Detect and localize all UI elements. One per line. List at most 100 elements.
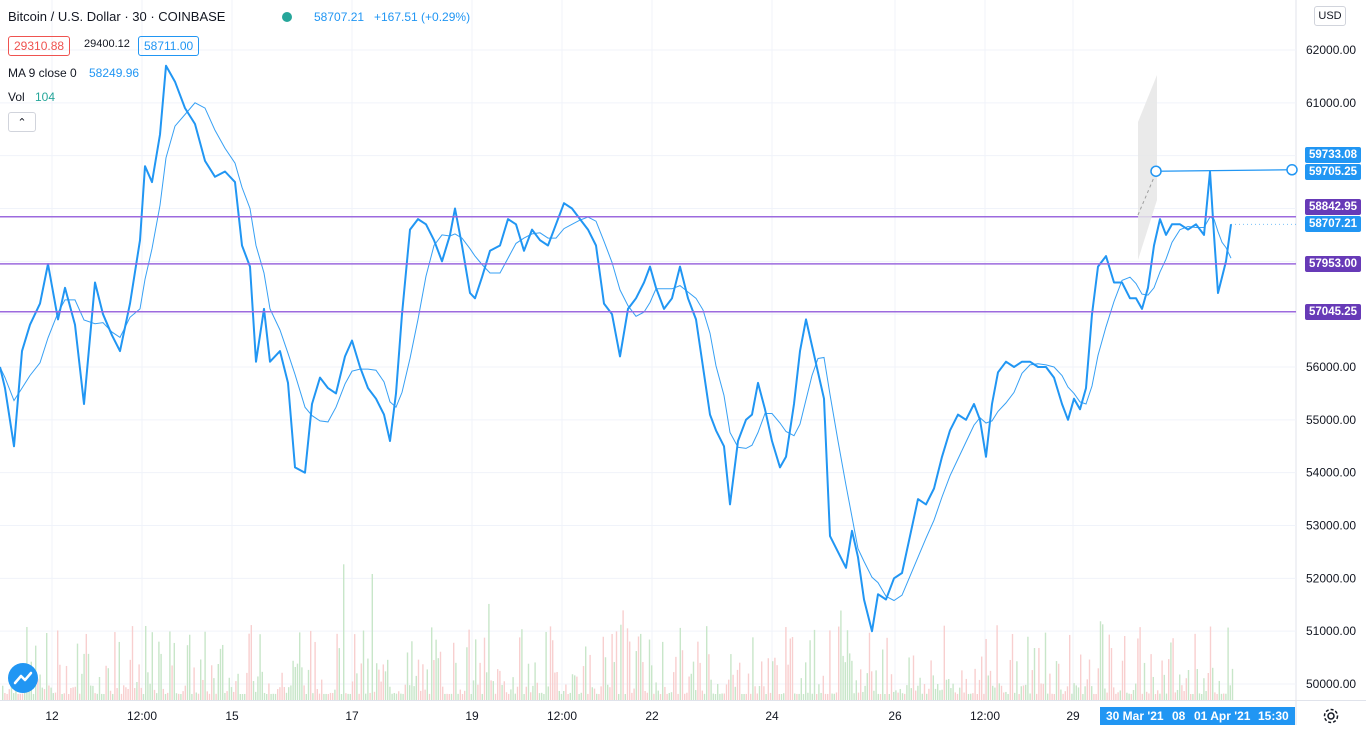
volume-bar [620, 624, 622, 700]
volume-bar [437, 658, 439, 700]
time-label-08: 08 [1166, 707, 1192, 725]
volume-bar [769, 692, 772, 700]
volume-bar [285, 692, 288, 700]
volume-bar [470, 693, 472, 700]
volume-bar [1183, 691, 1185, 700]
volume-bar [681, 650, 684, 700]
volume-bar [651, 665, 653, 700]
volume-bar [714, 693, 717, 700]
volume-bar [917, 685, 919, 700]
volume-bar [226, 691, 228, 700]
volume-bar [1016, 661, 1018, 700]
collapse-indicators-button[interactable]: ⌃ [8, 112, 36, 132]
volume-bar [662, 641, 664, 700]
volume-bar [765, 693, 767, 700]
volume-bar [8, 689, 10, 700]
volume-bar [846, 630, 849, 700]
volume-bar [76, 643, 79, 700]
x-tick-label: 26 [888, 709, 902, 723]
volume-bar [426, 669, 428, 700]
volume-bar [1137, 638, 1139, 700]
volume-bar [976, 693, 978, 700]
volume-bar [756, 693, 758, 700]
currency-button[interactable]: USD [1314, 6, 1346, 26]
volume-bar [94, 693, 96, 700]
volume-bar [574, 675, 576, 700]
volume-bar [290, 685, 292, 700]
volume-bar [1069, 634, 1071, 700]
volume-bar [252, 681, 255, 700]
volume-bar [673, 672, 675, 700]
ma-indicator-label[interactable]: MA 9 close 0 [8, 66, 77, 80]
x-tick-label: 24 [765, 709, 779, 723]
volume-bar [239, 694, 241, 700]
volume-bar [215, 693, 217, 700]
volume-bar [950, 688, 952, 700]
volume-bar [85, 633, 87, 700]
volume-bar [272, 693, 274, 700]
volume-bar [1148, 693, 1150, 700]
volume-bar [1179, 674, 1181, 700]
volume-bar [987, 675, 989, 700]
volume-bar [908, 657, 910, 700]
ma-indicator-value: 58249.96 [89, 66, 140, 80]
volume-bar [270, 693, 272, 700]
volume-bar [6, 693, 8, 700]
volume-bar [461, 694, 464, 700]
volume-bar [1165, 693, 1168, 700]
volume-bar [789, 638, 791, 700]
x-tick-label: 22 [645, 709, 659, 723]
volume-bar [356, 673, 358, 700]
volume-bar [805, 662, 807, 700]
volume-bar [446, 693, 448, 700]
volume-bar [785, 627, 787, 700]
volume-bar [127, 688, 129, 700]
volume-bar [853, 693, 855, 700]
volume-indicator-label[interactable]: Vol [8, 90, 25, 104]
volume-bar [534, 662, 536, 700]
volume-bar [417, 659, 420, 700]
volume-bar [145, 625, 147, 700]
volume-bar [303, 685, 305, 700]
time-label-1530: 15:30 [1252, 707, 1295, 725]
volume-bar [1117, 692, 1119, 700]
volume-bar [332, 693, 334, 700]
volume-bar [114, 632, 116, 700]
time-label-01apr: 01 Apr '21 [1188, 707, 1257, 725]
volume-bar [569, 692, 571, 700]
volume-bar [794, 693, 796, 700]
symbol-title[interactable]: Bitcoin / U.S. Dollar · 30 · COINBASE [8, 9, 226, 24]
y-tick-label: 50000.00 [1306, 677, 1356, 691]
volume-bar [675, 656, 677, 700]
volume-bar [305, 693, 307, 700]
ma-line [0, 102, 1232, 602]
volume-bar [901, 693, 904, 700]
volume-bar [120, 693, 123, 700]
volume-bar [862, 691, 864, 700]
volume-bar [697, 641, 699, 700]
volume-bar [164, 693, 167, 700]
volume-bar [633, 688, 635, 700]
volume-bar [116, 688, 118, 700]
settings-gear-icon[interactable] [1322, 707, 1340, 725]
volume-bar [1181, 685, 1183, 700]
volume-bar [640, 633, 642, 700]
volume-bar [508, 693, 510, 700]
volume-bar [1097, 668, 1099, 700]
volume-bar [296, 663, 299, 700]
volume-bar [4, 692, 6, 700]
volume-bar [600, 686, 602, 700]
volume-bar [384, 671, 387, 700]
tradingview-logo-icon[interactable] [8, 663, 38, 693]
volume-bar [739, 662, 741, 700]
volume-bar [129, 659, 131, 700]
volume-bar [173, 642, 175, 700]
volume-bar [1146, 691, 1148, 700]
volume-bar [1062, 693, 1064, 700]
volume-bar [912, 655, 915, 700]
volume-bar [635, 651, 637, 700]
bid-price-pill[interactable]: 29310.88 [8, 36, 71, 56]
y-tick-label: 62000.00 [1306, 43, 1356, 57]
ask-price-pill[interactable]: 58711.00 [138, 36, 200, 56]
